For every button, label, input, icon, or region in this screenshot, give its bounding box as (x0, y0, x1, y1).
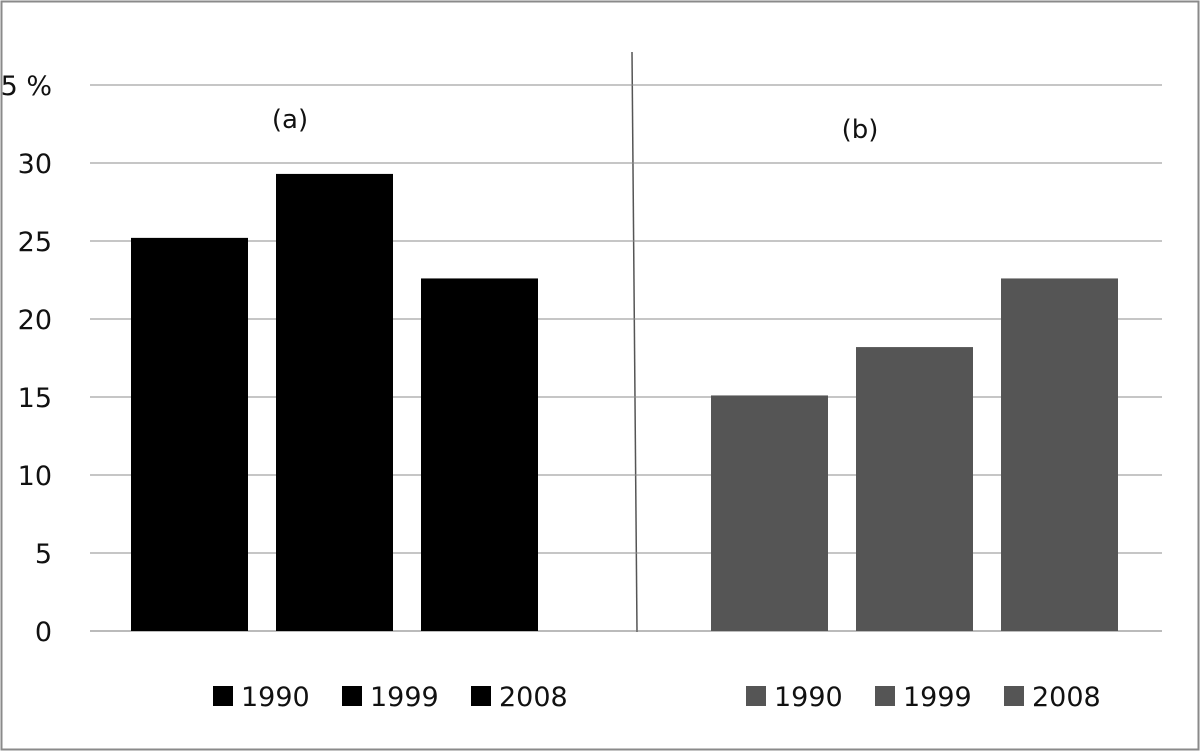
gridlines (90, 84, 1162, 632)
y-tick-label-35: 35 % (0, 71, 52, 102)
bar-a-2008 (421, 278, 538, 631)
legend-label-a-2008: 2008 (499, 682, 568, 713)
bar-a-1999 (276, 173, 393, 632)
y-tick-label-5: 5 (35, 539, 52, 570)
legend-swatch-a-2008 (471, 686, 491, 706)
y-tick-label-25: 25 (18, 227, 52, 258)
bar-b-1999 (856, 347, 973, 631)
y-tick-label-10: 10 (18, 461, 52, 492)
bars (131, 173, 1118, 632)
legend: 1990 1999 2008 1990 1999 2008 (213, 682, 1101, 713)
y-tick-label-30: 30 (18, 149, 52, 180)
legend-label-b-2008: 2008 (1032, 682, 1101, 713)
legend-swatch-b-1999 (875, 686, 895, 706)
panel-label-b: (b) (842, 115, 879, 145)
bar-b-2008 (1001, 278, 1118, 631)
bar-a-1990 (131, 237, 248, 631)
panel-label-a: (a) (272, 105, 308, 135)
legend-label-a-1999: 1999 (370, 682, 439, 713)
panel-divider (631, 51, 638, 633)
y-tick-label-0: 0 (35, 617, 52, 648)
legend-swatch-a-1990 (213, 686, 233, 706)
bar-b-1990 (711, 395, 828, 631)
legend-label-b-1999: 1999 (903, 682, 972, 713)
legend-swatch-b-2008 (1004, 686, 1024, 706)
y-tick-label-20: 20 (18, 305, 52, 336)
y-tick-label-15: 15 (18, 383, 52, 414)
panel-labels: (a) (b) (272, 105, 879, 145)
legend-label-b-1990: 1990 (774, 682, 843, 713)
legend-swatch-b-1990 (746, 686, 766, 706)
y-axis-ticks: 0 5 10 15 20 25 30 35 % (0, 71, 52, 648)
legend-label-a-1990: 1990 (241, 682, 310, 713)
legend-swatch-a-1999 (342, 686, 362, 706)
